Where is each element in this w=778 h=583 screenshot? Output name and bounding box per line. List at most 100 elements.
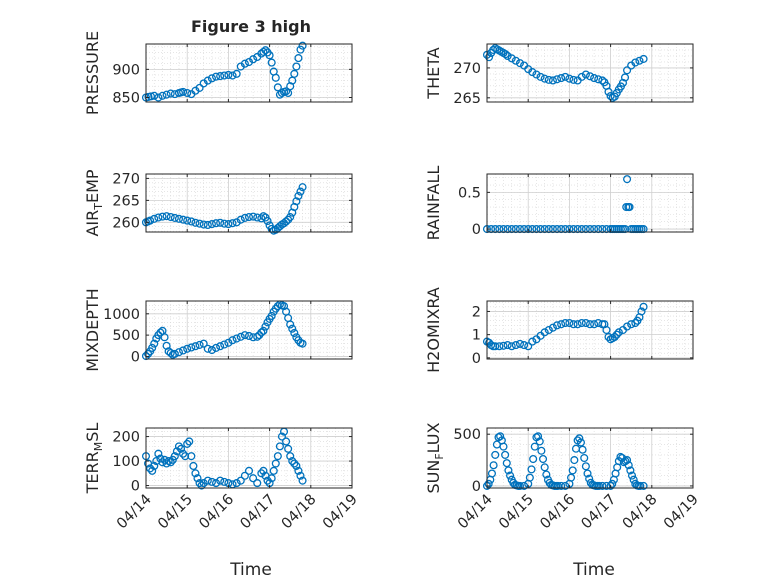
y-axis-label: RAINFALL <box>424 166 443 241</box>
y-tick-label: 2 <box>472 304 481 320</box>
data-point <box>146 464 155 473</box>
data-point <box>211 343 221 352</box>
data-point <box>528 68 537 77</box>
data-point <box>624 461 633 470</box>
data-series <box>141 300 307 361</box>
data-point <box>585 320 595 329</box>
data-point <box>228 219 237 228</box>
y-tick-label: 500 <box>112 328 140 344</box>
y-axis-label: PRESSURE <box>83 31 102 115</box>
data-point <box>623 322 632 331</box>
data-point <box>487 469 496 478</box>
data-point <box>150 214 159 223</box>
data-point <box>536 72 545 81</box>
y-tick-label: 0.5 <box>458 185 481 201</box>
data-point <box>636 481 645 490</box>
data-point <box>160 333 169 342</box>
data-point <box>635 56 644 65</box>
data-point <box>501 450 510 459</box>
x-axis-label-right: Time <box>572 560 615 580</box>
data-point <box>282 217 291 226</box>
data-point <box>199 479 208 488</box>
data-point <box>150 91 159 100</box>
data-point <box>585 474 594 483</box>
figure-title: Figure 3 high <box>191 17 311 36</box>
y-tick-label: 260 <box>112 215 140 231</box>
data-point <box>162 459 171 468</box>
data-point <box>294 191 303 201</box>
data-point <box>527 465 536 474</box>
data-point <box>608 479 617 488</box>
data-point <box>623 175 632 184</box>
data-point <box>228 71 237 80</box>
data-point <box>292 197 301 206</box>
axes-background <box>146 428 352 488</box>
data-point <box>216 72 225 81</box>
data-point <box>484 479 493 488</box>
data-point <box>540 328 549 337</box>
data-point <box>511 56 520 65</box>
y-tick-label: 270 <box>112 171 140 187</box>
data-point <box>166 458 175 467</box>
data-point <box>511 341 520 350</box>
data-point <box>569 320 578 329</box>
data-point <box>495 342 504 351</box>
data-point <box>577 318 586 328</box>
data-point <box>485 53 494 62</box>
data-point <box>267 58 276 67</box>
data-point <box>626 466 635 475</box>
data-point <box>224 220 233 229</box>
y-axis-label-part: M <box>92 442 105 452</box>
data-point <box>290 459 299 468</box>
data-point <box>489 461 498 470</box>
y-tick-label: 265 <box>112 193 140 209</box>
data-point <box>534 432 543 441</box>
data-point <box>179 87 188 96</box>
data-point <box>288 324 297 333</box>
data-point <box>286 213 295 222</box>
data-point <box>637 307 646 316</box>
data-point <box>631 58 640 67</box>
data-point <box>236 332 245 341</box>
data-point <box>515 339 525 348</box>
data-point <box>263 216 272 226</box>
y-axis-label-part: SUN <box>424 460 443 494</box>
data-point <box>191 469 200 478</box>
data-point <box>183 88 192 98</box>
data-point <box>249 55 258 64</box>
data-point <box>496 432 505 441</box>
data-point <box>515 481 525 490</box>
axes-background <box>487 428 693 488</box>
data-point <box>296 45 305 54</box>
data-point <box>590 74 599 83</box>
y-tick-label: 0 <box>472 351 481 367</box>
y-axis-label-part: RAINFALL <box>424 166 443 241</box>
data-point <box>174 214 184 223</box>
axes-box <box>486 43 694 103</box>
subplot-3: 260 265 270 AIRTEMP <box>83 169 353 237</box>
data-point <box>197 481 206 490</box>
data-point <box>575 434 584 443</box>
y-axis-label: MIXDEPTH <box>83 288 102 371</box>
data-point <box>540 463 549 472</box>
data-point <box>639 481 648 490</box>
data-point <box>259 47 268 56</box>
data-point <box>627 471 637 480</box>
data-point <box>623 456 632 465</box>
data-point <box>259 466 268 475</box>
data-point <box>544 75 553 84</box>
y-tick-label: 850 <box>112 90 140 106</box>
data-point <box>524 342 533 351</box>
data-point <box>639 302 648 311</box>
data-point <box>257 328 266 337</box>
data-point <box>585 72 595 81</box>
data-point <box>183 344 192 353</box>
data-point <box>162 90 171 99</box>
data-point <box>275 442 284 451</box>
data-point <box>290 328 299 338</box>
data-point <box>179 346 188 355</box>
data-point <box>148 343 157 352</box>
data-point <box>216 218 225 227</box>
data-point <box>618 78 628 87</box>
